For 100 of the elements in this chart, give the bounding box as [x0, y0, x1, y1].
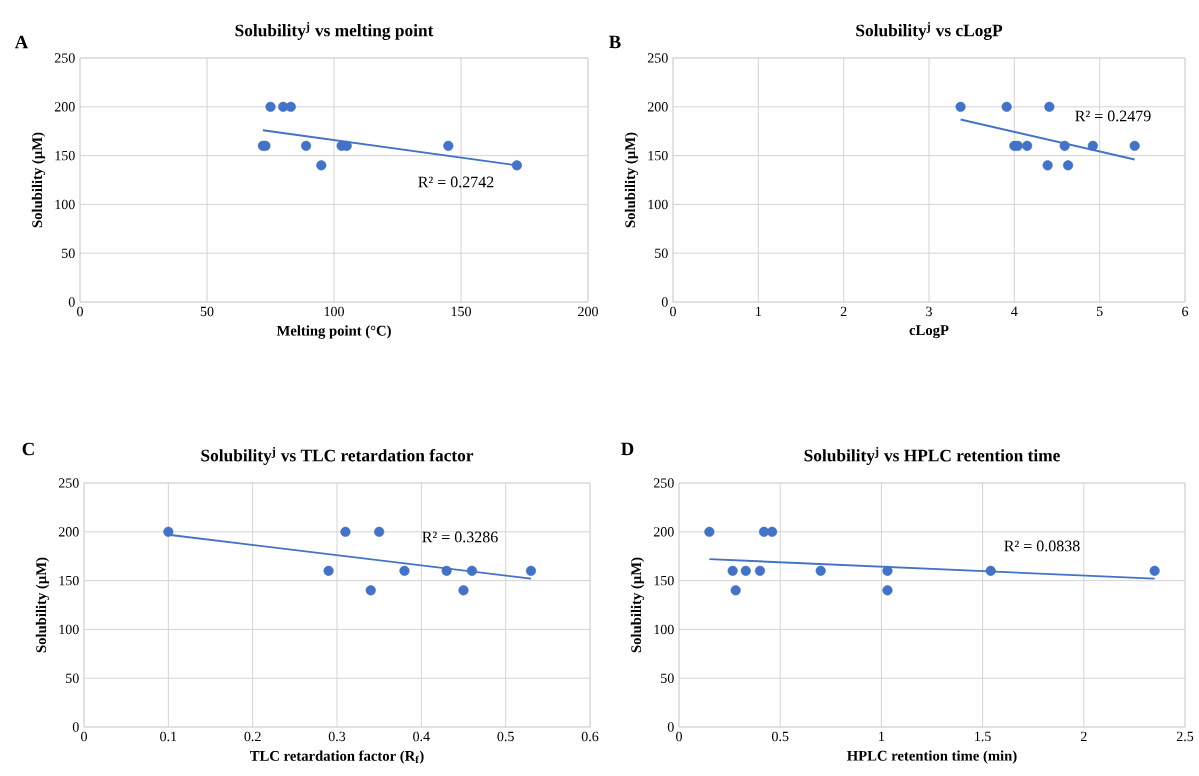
point: [163, 526, 174, 537]
y-tick-label: 200: [58, 527, 79, 537]
x-axis-title: HPLC retention time (min): [847, 750, 1017, 764]
x-tick-label: 0: [676, 731, 682, 742]
x-tick-label: 5: [1096, 306, 1103, 317]
y-tick-label: 100: [55, 199, 75, 210]
text: D: [621, 442, 634, 456]
point: [704, 526, 715, 537]
y-tick-label: 50: [66, 673, 79, 683]
y-tick-label: 150: [55, 150, 75, 161]
y-tick-label: 250: [653, 478, 674, 488]
point: [730, 585, 741, 596]
x-tick-label: 1.5: [975, 731, 991, 742]
point: [365, 585, 376, 596]
y-tick-label: 150: [59, 575, 79, 586]
x-tick-label: 150: [451, 306, 471, 317]
x-axis-title: Melting point (°C): [276, 325, 391, 339]
y-axis-title: Solubility (µM): [31, 132, 46, 228]
x-tick-label: 1: [756, 306, 761, 316]
annotation: R² = 0.0838: [1004, 540, 1080, 552]
y-tick-label: 200: [653, 527, 674, 537]
x-tick-label: 0.5: [497, 731, 514, 742]
y-tick-label: 0: [72, 722, 79, 732]
y-axis-title: Solubility (µM): [624, 132, 639, 228]
x-tick-label: 6: [1182, 306, 1189, 317]
y-tick-label: 100: [59, 624, 79, 635]
x-tick-label: 0.4: [413, 731, 430, 742]
point: [815, 565, 826, 576]
x-tick-label: 0: [81, 731, 87, 742]
x-tick-label: 2.5: [1176, 731, 1194, 742]
y-tick-label: 250: [58, 478, 79, 488]
x-tick-label: 100: [324, 306, 344, 317]
point: [340, 526, 351, 537]
point: [323, 565, 334, 576]
chart-title: Solubility$^{j}$ vs HPLC retention time: [804, 447, 1060, 465]
x-tick-label: 2: [840, 306, 847, 316]
x-axis-title: cLogP: [909, 325, 949, 339]
point: [466, 565, 478, 576]
point: [882, 565, 893, 576]
point: [458, 585, 469, 596]
x-tick-label: 2: [1080, 731, 1087, 741]
point: [1149, 565, 1160, 576]
point: [1129, 140, 1140, 151]
x-tick-label: 3: [926, 306, 932, 317]
y-tick-label: 0: [667, 722, 674, 732]
point: [441, 565, 452, 576]
annotation: R² = 0.2479: [1075, 110, 1151, 122]
chart-title: Solubility$^{j}$ vs melting point: [235, 21, 434, 40]
x-tick-label: 0.2: [244, 731, 261, 742]
point: [767, 526, 778, 537]
x-tick-label: 0.5: [771, 731, 789, 742]
point: [985, 565, 996, 576]
point: [316, 160, 327, 171]
y-tick-label: 200: [54, 102, 75, 112]
y-tick-label: 100: [654, 624, 674, 635]
point: [727, 565, 738, 576]
y-tick-label: 0: [68, 297, 75, 307]
point: [399, 565, 410, 576]
y-tick-label: 100: [648, 199, 668, 210]
point: [511, 160, 522, 171]
point: [1042, 160, 1053, 171]
text: A: [14, 35, 29, 49]
chart-title: Solubility$^{j}$ vs TLC retardation factor: [201, 447, 474, 465]
point: [374, 526, 385, 537]
x-tick-label: 1: [879, 731, 885, 741]
point: [882, 585, 893, 596]
y-tick-label: 150: [654, 575, 674, 586]
point: [1087, 140, 1098, 151]
x-tick-label: 4: [1011, 306, 1018, 316]
annotation: R² = 0.2742: [418, 176, 494, 188]
y-tick-label: 250: [647, 53, 668, 63]
point: [443, 140, 454, 151]
point: [754, 565, 766, 576]
y-tick-label: 200: [647, 102, 668, 112]
point: [300, 140, 312, 151]
x-tick-label: 0.1: [160, 731, 177, 742]
x-tick-label: 0.6: [581, 731, 599, 742]
y-tick-label: 50: [661, 673, 674, 683]
chart-title: Solubility$^{j}$ vs cLogP: [856, 21, 1003, 40]
y-tick-label: 250: [54, 53, 75, 63]
text: B: [609, 35, 621, 49]
y-axis-title: Solubility (µM): [630, 557, 645, 653]
point: [740, 565, 751, 576]
x-tick-label: 50: [200, 306, 214, 317]
x-axis-title: TLC retardation factor (R$_{f}$): [249, 750, 424, 764]
point: [525, 565, 537, 576]
point: [955, 101, 966, 112]
x-tick-label: 200: [578, 306, 598, 317]
x-tick-label: 0.3: [328, 731, 346, 742]
point: [1059, 140, 1070, 151]
text: C: [22, 442, 34, 456]
point: [1063, 160, 1074, 171]
annotation: R² = 0.3286: [422, 531, 498, 543]
y-tick-label: 50: [62, 248, 75, 258]
y-axis-title: Solubility (µM): [35, 557, 50, 653]
point: [1044, 101, 1055, 112]
point: [1022, 140, 1033, 151]
y-tick-label: 0: [661, 297, 668, 307]
point: [265, 101, 276, 112]
point: [1001, 101, 1012, 112]
